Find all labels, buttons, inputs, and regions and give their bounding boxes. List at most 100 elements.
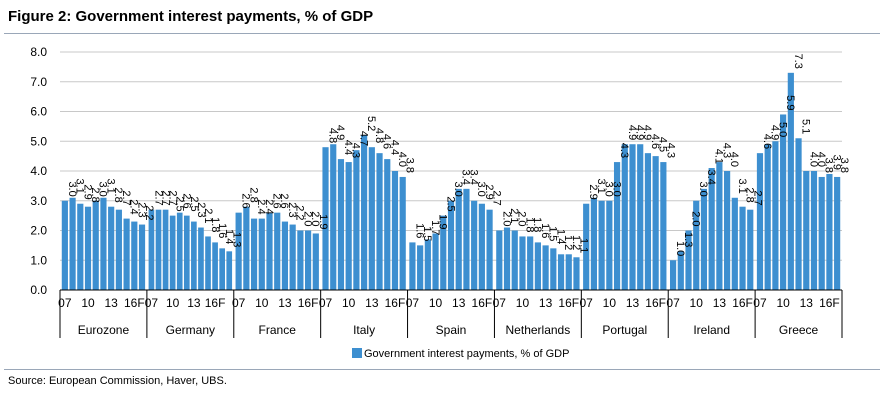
- group-label: Greece: [779, 323, 819, 337]
- bar: [486, 209, 493, 290]
- data-label: 2.0: [516, 211, 528, 226]
- bar: [243, 206, 250, 290]
- x-tick-label: 10: [255, 296, 269, 310]
- bar: [115, 209, 122, 290]
- y-tick-label: 6.0: [30, 105, 47, 119]
- data-label: 2.9: [81, 184, 93, 199]
- bar: [84, 206, 92, 290]
- bar: [138, 224, 146, 290]
- bar: [669, 260, 677, 290]
- y-tick-label: 1.0: [30, 253, 47, 267]
- data-labels: 3.03.12.92.83.03.12.82.72.42.32.22.72.72…: [66, 54, 850, 257]
- x-tick-label: 16F: [472, 296, 493, 310]
- bottom-rule: [4, 369, 880, 370]
- bar: [629, 144, 636, 290]
- bar: [716, 162, 723, 290]
- bar: [660, 162, 667, 290]
- bar: [565, 254, 572, 290]
- bar: [583, 203, 590, 290]
- x-tick-label: 13: [626, 296, 640, 310]
- data-label: 2.9: [483, 184, 495, 199]
- x-tick-label: 13: [187, 296, 201, 310]
- bar: [550, 248, 557, 290]
- data-label: 2.1: [508, 208, 520, 223]
- bar: [235, 212, 242, 290]
- data-label: 4.9: [626, 125, 638, 140]
- x-tick-label: 13: [278, 296, 292, 310]
- y-tick-label: 0.0: [30, 283, 47, 297]
- data-label: 1.5: [547, 226, 559, 241]
- bar: [266, 212, 273, 290]
- bar: [519, 236, 526, 290]
- bar: [590, 197, 597, 290]
- y-tick-label: 3.0: [30, 194, 47, 208]
- bar: [496, 230, 503, 290]
- data-label: 4.4: [342, 140, 354, 155]
- bar: [361, 135, 368, 290]
- bar: [478, 203, 485, 290]
- bar: [772, 141, 779, 290]
- data-label: 2.5: [444, 196, 456, 211]
- data-label: 4.9: [769, 125, 781, 140]
- source-note: Source: European Commission, Haver, UBS.: [8, 375, 227, 387]
- legend-label: Government interest payments, % of GDP: [364, 348, 569, 360]
- bar: [542, 245, 549, 290]
- x-tick-label: 07: [319, 296, 333, 310]
- data-label: 3.0: [603, 181, 615, 196]
- bar: [384, 159, 391, 290]
- data-label: 4.3: [350, 143, 362, 158]
- data-label: 4.1: [713, 149, 725, 164]
- group-label: France: [259, 323, 297, 337]
- bars: [61, 72, 841, 290]
- x-tick-label: 16F: [558, 296, 579, 310]
- data-label: 2.4: [255, 199, 267, 214]
- bar: [432, 233, 439, 290]
- bar: [826, 173, 833, 290]
- bar: [330, 144, 337, 290]
- bar: [337, 159, 345, 290]
- y-tick-label: 8.0: [30, 45, 47, 59]
- data-label: 2.7: [167, 190, 179, 205]
- x-tick-label: 13: [800, 296, 814, 310]
- bar: [795, 138, 802, 290]
- x-tick-label: 10: [166, 296, 180, 310]
- data-label: 2.7: [152, 190, 164, 205]
- data-label: 2.8: [89, 187, 101, 202]
- bar: [818, 176, 825, 290]
- data-label: 3.0: [97, 181, 109, 196]
- x-tick-label: 16F: [385, 296, 406, 310]
- x-tick-label: 13: [713, 296, 727, 310]
- bar: [503, 227, 511, 290]
- bar: [598, 200, 605, 290]
- data-label: 2.6: [278, 193, 290, 208]
- bar: [155, 209, 162, 290]
- data-label: 3.4: [467, 170, 479, 185]
- x-tick-label: 13: [452, 296, 466, 310]
- bar: [176, 212, 183, 290]
- y-tick-label: 7.0: [30, 75, 47, 89]
- bar: [219, 248, 225, 290]
- data-label: 2.7: [491, 190, 503, 205]
- data-label: 2.4: [263, 199, 275, 214]
- data-label: 5.1: [800, 119, 812, 134]
- data-label: 2.1: [202, 208, 214, 223]
- data-label: 1.0: [674, 241, 686, 256]
- bar: [471, 200, 478, 290]
- bar: [747, 209, 754, 290]
- bar: [685, 230, 692, 290]
- data-label: 4.8: [327, 128, 339, 143]
- bar: [162, 209, 169, 290]
- bar: [312, 233, 319, 290]
- data-label: 4.8: [373, 128, 385, 143]
- group-label: Ireland: [693, 323, 730, 337]
- data-label: 3.1: [74, 178, 86, 193]
- y-axis-ticks: 0.0 1.0 2.0 3.0 4.0 5.0 6.0 7.0 8.0: [30, 45, 47, 297]
- data-label: 2.0: [690, 211, 702, 226]
- bar: [417, 245, 424, 290]
- data-label: 2.2: [143, 205, 155, 220]
- data-label: 2.0: [500, 211, 512, 226]
- bar: [108, 206, 115, 290]
- data-label: 1.6: [539, 223, 551, 238]
- bar: [69, 197, 76, 290]
- data-label: 4.6: [649, 134, 661, 149]
